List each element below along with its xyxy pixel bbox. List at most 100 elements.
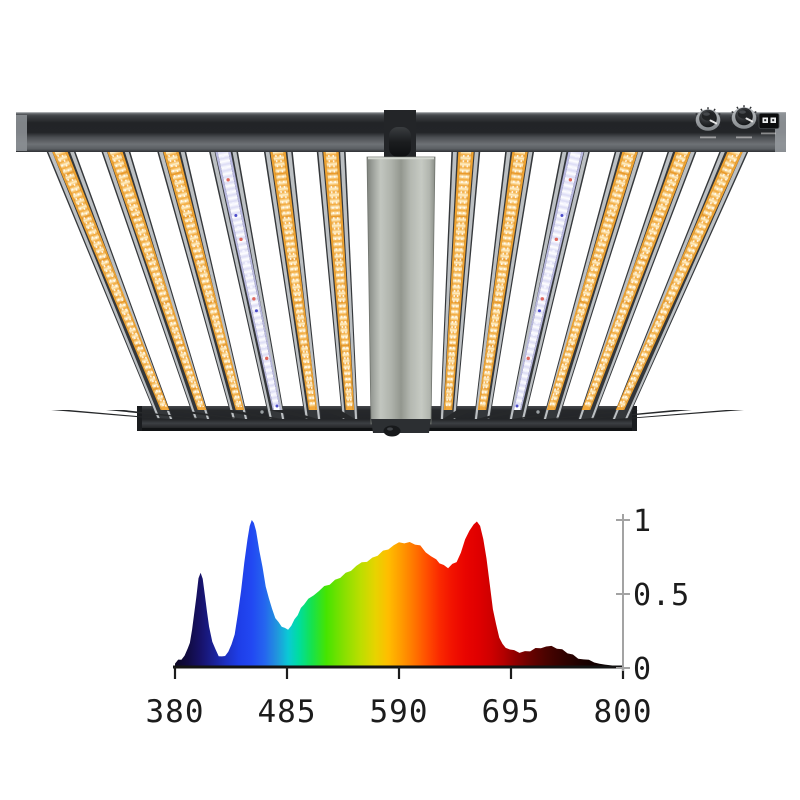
led-strip (479, 152, 526, 410)
bar-tip-cap (51, 410, 170, 419)
port-pin (772, 119, 775, 122)
bar-frame-silver-right (68, 149, 173, 419)
bar-frame-silver-right (590, 149, 696, 419)
uv-diode-dot (540, 297, 544, 301)
power-port (758, 113, 780, 135)
uv-diode-dot (537, 309, 541, 313)
screw-icon (260, 410, 264, 414)
bar-frame-silver-right (486, 149, 533, 419)
bar-frame-silver-right (231, 149, 285, 419)
uv-diode-dot (526, 356, 530, 361)
bar-frame-silver-left (318, 149, 346, 419)
grow-light-fixture (16, 105, 786, 437)
column-bottom-cap (371, 419, 431, 433)
knob-label-mark (700, 136, 716, 139)
uv-diode-dot (260, 333, 263, 336)
led-strip-edge (283, 152, 318, 410)
led-dot-column (617, 154, 734, 408)
uv-led-bar (208, 149, 285, 419)
uv-diode-dot (566, 190, 569, 194)
spectrum-area (175, 520, 623, 668)
uv-diode-dot (237, 226, 240, 229)
hinge-pin (389, 127, 411, 157)
led-dot-column (328, 154, 350, 408)
bar-frame-silver-right (624, 149, 748, 419)
led-strip-edge (450, 152, 474, 410)
uv-diode-dot (270, 380, 274, 384)
dimmer-knob-left (693, 107, 723, 139)
uv-diode-dot (532, 333, 536, 336)
warm-white-led-bar (474, 149, 535, 419)
port-pin (764, 119, 767, 122)
led-strip-edge (120, 152, 207, 410)
bar-frame-silver-right (452, 149, 479, 419)
uv-diode-dot (229, 190, 233, 194)
uv-diode-dot (571, 166, 575, 170)
led-strip-edge (588, 152, 691, 410)
screw-icon (536, 410, 540, 414)
knob-top-highlight (739, 110, 746, 114)
uv-diode-dot (239, 237, 243, 242)
dimmer-knob-right (729, 105, 759, 139)
bar-frame-silver-right (339, 149, 358, 419)
uv-diode-dot (549, 261, 553, 265)
led-strip-edge (176, 152, 245, 410)
uv-diode-dot (563, 202, 567, 206)
uv-diode-dot (252, 297, 256, 301)
led-dot-column (279, 154, 316, 408)
warm-white-led-bar (440, 149, 481, 419)
bar-frame-silver-left (474, 149, 512, 419)
x-axis-tick-label: 485 (258, 694, 317, 730)
rail-end-cap-right (775, 113, 786, 152)
led-strip-edge (52, 152, 163, 410)
led-strip-edge (519, 152, 584, 410)
led-strip (548, 152, 636, 410)
led-strip-edge (546, 152, 625, 410)
warm-white-led-bar (316, 149, 358, 419)
uv-diode-dot (554, 237, 559, 242)
led-strip-edge (443, 152, 461, 410)
uv-diode-dot (267, 368, 271, 372)
led-strip-edge (477, 152, 515, 410)
uv-diode-dot (529, 345, 533, 348)
warm-white-led-bar (263, 149, 321, 419)
x-axis-tick-label: 590 (370, 694, 429, 730)
uv-diode-dot (265, 356, 269, 361)
uv-diode-dot (273, 392, 276, 396)
uv-led-bar (509, 149, 591, 419)
warm-white-led-bar (543, 149, 645, 419)
bottom-rail-end-cap-left (137, 406, 142, 431)
knob-top-highlight (703, 112, 710, 116)
uv-diode-dot (234, 214, 238, 218)
warm-white-led-bar (612, 149, 750, 419)
bar-frame-silver-left (543, 149, 622, 419)
led-strip-edge (615, 152, 730, 410)
bar-tip-cap (162, 410, 245, 419)
uv-diode-dot (546, 273, 550, 277)
uv-diode-dot (242, 249, 245, 253)
uv-diode-dot (574, 154, 578, 158)
led-dot-column (448, 154, 469, 408)
led-strip-edge (484, 152, 528, 410)
uv-diode-dot (535, 321, 539, 325)
uv-diode-dot (262, 345, 266, 348)
led-strip-edge (512, 152, 571, 410)
knob-label-mark (736, 136, 752, 139)
led-strip-edge (107, 152, 200, 410)
bar-frame-silver-left (47, 149, 161, 419)
uv-diode-dot (515, 404, 519, 408)
bar-tip-cap (269, 410, 318, 419)
y-axis-tick-label: 0.5 (633, 578, 690, 613)
led-strip-edge (228, 152, 282, 410)
uv-diode-dot (226, 178, 230, 182)
led-dot-column (586, 154, 686, 408)
uv-diode-dot (568, 178, 573, 182)
led-strip (617, 152, 741, 410)
led-dot-column (548, 154, 629, 408)
led-strip-edge (553, 152, 638, 410)
uv-diode-dot (254, 309, 258, 313)
light-bar-array (45, 149, 750, 419)
led-strip-edge (270, 152, 311, 410)
column-body (366, 156, 436, 425)
